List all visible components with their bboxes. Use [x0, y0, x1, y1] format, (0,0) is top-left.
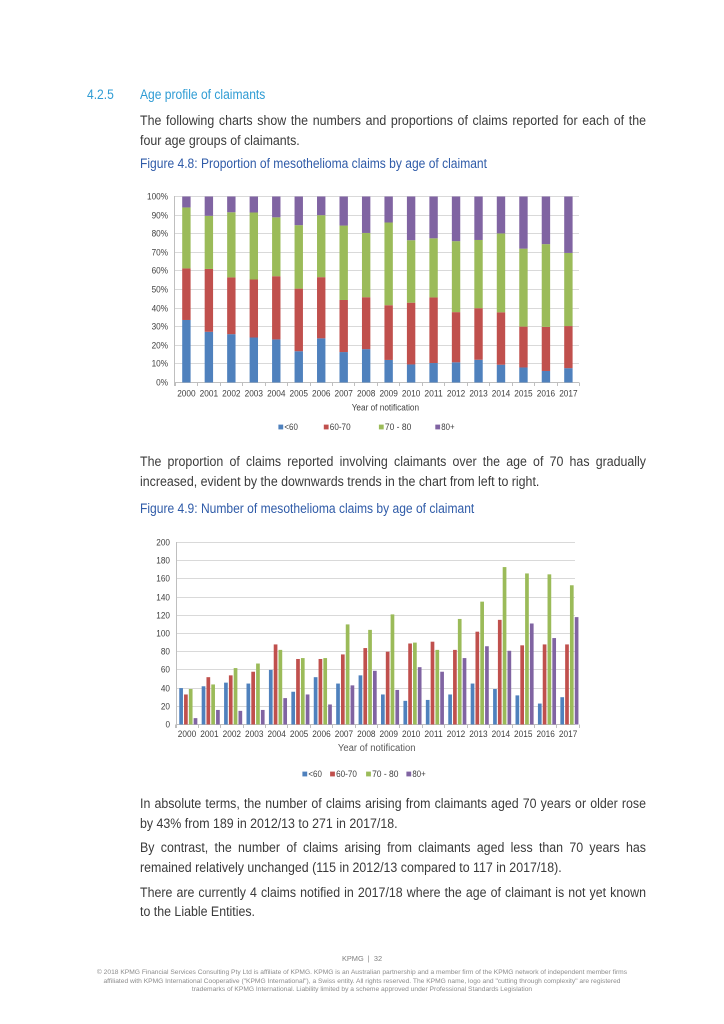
svg-text:20: 20 [161, 702, 170, 713]
svg-text:2017: 2017 [559, 729, 577, 740]
svg-text:2000: 2000 [178, 729, 196, 740]
svg-text:10%: 10% [152, 359, 169, 370]
svg-text:40%: 40% [152, 304, 169, 315]
svg-text:2016: 2016 [536, 729, 554, 740]
svg-text:<60: <60 [284, 422, 298, 433]
svg-text:2005: 2005 [290, 729, 308, 740]
svg-text:60-70: 60-70 [336, 769, 357, 780]
svg-text:2012: 2012 [447, 729, 465, 740]
svg-text:40: 40 [161, 684, 170, 695]
svg-text:70 - 80: 70 - 80 [372, 769, 398, 780]
svg-text:20%: 20% [152, 341, 169, 352]
svg-text:90%: 90% [152, 211, 169, 222]
svg-text:100: 100 [156, 629, 170, 640]
svg-text:60%: 60% [152, 266, 169, 277]
svg-text:60-70: 60-70 [330, 422, 351, 433]
svg-text:0: 0 [165, 720, 170, 731]
svg-text:Year of notification: Year of notification [338, 743, 416, 754]
svg-text:160: 160 [156, 574, 170, 585]
svg-text:2013: 2013 [469, 729, 487, 740]
svg-text:2003: 2003 [245, 729, 263, 740]
svg-text:2008: 2008 [357, 729, 375, 740]
svg-text:2014: 2014 [492, 388, 511, 399]
svg-text:2003: 2003 [245, 388, 263, 399]
svg-text:200: 200 [156, 538, 170, 549]
svg-text:<60: <60 [308, 769, 322, 780]
svg-text:70 - 80: 70 - 80 [385, 422, 411, 433]
svg-text:2009: 2009 [379, 388, 397, 399]
svg-text:2001: 2001 [200, 388, 218, 399]
svg-text:2011: 2011 [424, 729, 442, 740]
svg-text:2002: 2002 [222, 388, 240, 399]
svg-text:120: 120 [156, 611, 170, 622]
svg-text:60: 60 [161, 665, 170, 676]
svg-text:2006: 2006 [312, 388, 330, 399]
svg-text:2016: 2016 [537, 388, 555, 399]
svg-text:140: 140 [156, 593, 170, 604]
svg-text:2007: 2007 [334, 388, 352, 399]
svg-text:2015: 2015 [514, 388, 532, 399]
svg-text:2017: 2017 [559, 388, 577, 399]
svg-text:2010: 2010 [402, 729, 420, 740]
svg-text:2011: 2011 [424, 388, 442, 399]
svg-text:2009: 2009 [380, 729, 398, 740]
svg-text:80+: 80+ [412, 769, 426, 780]
svg-text:2012: 2012 [447, 388, 465, 399]
svg-text:80%: 80% [152, 229, 169, 240]
svg-text:2015: 2015 [514, 729, 532, 740]
svg-text:2007: 2007 [335, 729, 353, 740]
svg-text:50%: 50% [152, 285, 169, 296]
svg-text:2006: 2006 [312, 729, 330, 740]
svg-text:100%: 100% [147, 192, 168, 203]
svg-text:2013: 2013 [469, 388, 487, 399]
svg-text:2004: 2004 [267, 729, 286, 740]
svg-text:2000: 2000 [177, 388, 195, 399]
svg-text:2002: 2002 [223, 729, 241, 740]
svg-text:2008: 2008 [357, 388, 375, 399]
svg-text:Year of notification: Year of notification [352, 402, 419, 413]
svg-text:80: 80 [161, 647, 170, 658]
svg-text:0%: 0% [156, 378, 168, 389]
svg-text:2005: 2005 [290, 388, 308, 399]
svg-text:80+: 80+ [441, 422, 455, 433]
svg-text:2001: 2001 [200, 729, 218, 740]
svg-text:180: 180 [156, 556, 170, 567]
svg-text:2004: 2004 [267, 388, 286, 399]
svg-text:30%: 30% [152, 322, 169, 333]
svg-text:2014: 2014 [492, 729, 511, 740]
svg-text:70%: 70% [152, 248, 169, 259]
svg-text:2010: 2010 [402, 388, 420, 399]
